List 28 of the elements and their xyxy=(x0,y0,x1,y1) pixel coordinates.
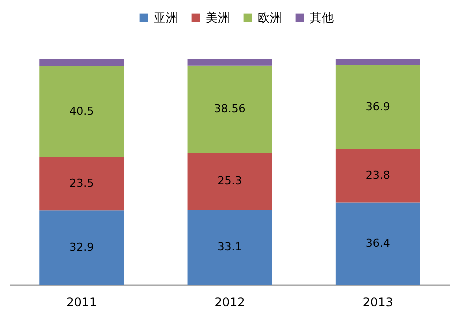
bar xyxy=(336,202,420,285)
data-label: 25.3 xyxy=(218,174,242,188)
bar xyxy=(336,148,420,203)
data-label: 36.9 xyxy=(366,100,390,114)
bar xyxy=(188,153,272,210)
x-tick-label: 2012 xyxy=(214,296,246,310)
legend-label: 亚洲 xyxy=(154,11,178,25)
data-label: 23.5 xyxy=(70,177,94,190)
legend-label: 欧洲 xyxy=(258,11,282,25)
x-tick-label: 2011 xyxy=(66,296,98,310)
bar xyxy=(40,66,124,158)
bar xyxy=(188,59,272,66)
data-label: 23.8 xyxy=(366,168,390,182)
data-label: 33.1 xyxy=(218,240,242,254)
data-label: 38.56 xyxy=(214,102,246,116)
bar xyxy=(336,59,420,66)
bar xyxy=(188,66,272,154)
bar xyxy=(40,59,124,66)
bar xyxy=(188,210,272,285)
data-label: 36.4 xyxy=(366,236,390,250)
legend-label: 美洲 xyxy=(206,11,230,25)
bar xyxy=(40,210,124,285)
legend-label: 其他 xyxy=(310,11,334,25)
bar xyxy=(40,158,124,211)
bar xyxy=(336,66,420,149)
x-tick-label: 2013 xyxy=(362,296,394,310)
data-label: 40.5 xyxy=(70,104,94,118)
data-label: 32.9 xyxy=(70,240,94,254)
